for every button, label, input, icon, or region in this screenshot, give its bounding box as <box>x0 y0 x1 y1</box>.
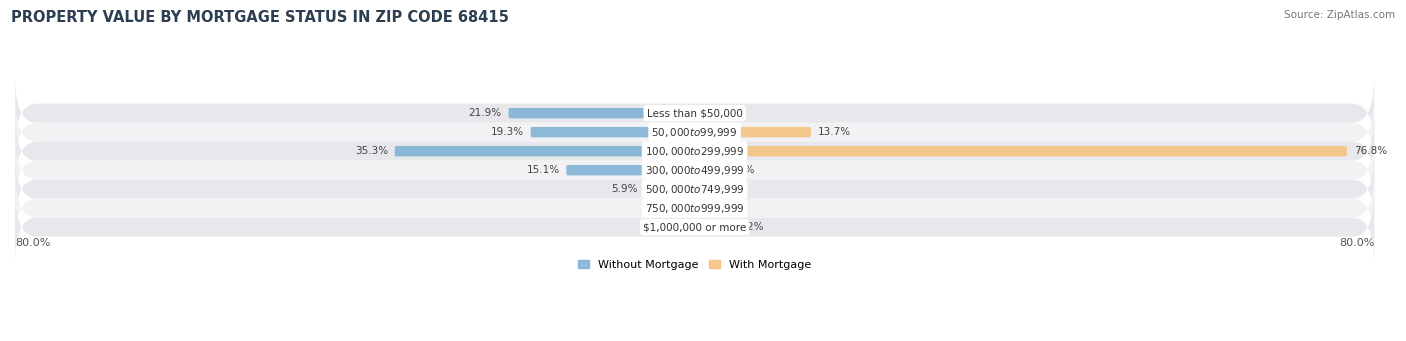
Text: 0.0%: 0.0% <box>707 203 734 213</box>
FancyBboxPatch shape <box>695 127 811 137</box>
Text: $50,000 to $99,999: $50,000 to $99,999 <box>651 126 738 139</box>
Text: $1,000,000 or more: $1,000,000 or more <box>643 222 747 232</box>
Text: $750,000 to $999,999: $750,000 to $999,999 <box>645 202 744 214</box>
Text: 5.9%: 5.9% <box>612 184 638 194</box>
Legend: Without Mortgage, With Mortgage: Without Mortgage, With Mortgage <box>578 260 811 270</box>
Text: 80.0%: 80.0% <box>1339 238 1374 248</box>
Text: 4.2%: 4.2% <box>737 222 763 232</box>
FancyBboxPatch shape <box>695 165 721 175</box>
Text: PROPERTY VALUE BY MORTGAGE STATUS IN ZIP CODE 68415: PROPERTY VALUE BY MORTGAGE STATUS IN ZIP… <box>11 10 509 25</box>
FancyBboxPatch shape <box>530 127 695 137</box>
FancyBboxPatch shape <box>695 108 713 118</box>
FancyBboxPatch shape <box>395 146 695 157</box>
Text: 15.1%: 15.1% <box>526 165 560 175</box>
Text: 19.3%: 19.3% <box>491 127 524 137</box>
FancyBboxPatch shape <box>15 113 1374 189</box>
FancyBboxPatch shape <box>673 203 695 213</box>
FancyBboxPatch shape <box>509 108 695 118</box>
FancyBboxPatch shape <box>567 165 695 175</box>
Text: $500,000 to $749,999: $500,000 to $749,999 <box>645 183 744 196</box>
Text: 21.9%: 21.9% <box>468 108 502 118</box>
Text: 80.0%: 80.0% <box>15 238 51 248</box>
Text: 2.1%: 2.1% <box>720 108 745 118</box>
FancyBboxPatch shape <box>15 94 1374 170</box>
Text: 2.5%: 2.5% <box>640 203 666 213</box>
FancyBboxPatch shape <box>644 184 695 194</box>
Text: $300,000 to $499,999: $300,000 to $499,999 <box>645 164 744 177</box>
FancyBboxPatch shape <box>695 222 730 232</box>
Text: 3.2%: 3.2% <box>728 165 755 175</box>
Text: 0.0%: 0.0% <box>707 184 734 194</box>
FancyBboxPatch shape <box>15 170 1374 246</box>
FancyBboxPatch shape <box>695 146 1347 157</box>
Text: Less than $50,000: Less than $50,000 <box>647 108 742 118</box>
FancyBboxPatch shape <box>15 151 1374 227</box>
FancyBboxPatch shape <box>15 75 1374 151</box>
Text: 76.8%: 76.8% <box>1354 146 1386 156</box>
FancyBboxPatch shape <box>15 132 1374 208</box>
Text: 0.0%: 0.0% <box>655 222 682 232</box>
Text: $100,000 to $299,999: $100,000 to $299,999 <box>645 145 744 158</box>
FancyBboxPatch shape <box>15 189 1374 265</box>
Text: 13.7%: 13.7% <box>818 127 851 137</box>
Text: 35.3%: 35.3% <box>354 146 388 156</box>
Text: Source: ZipAtlas.com: Source: ZipAtlas.com <box>1284 10 1395 20</box>
